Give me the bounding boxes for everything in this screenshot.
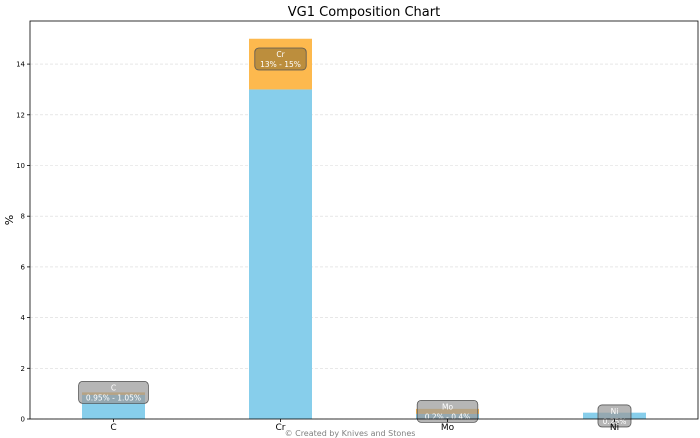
y-tick-label: 8 bbox=[21, 213, 25, 221]
x-tick-label: Mo bbox=[441, 423, 455, 433]
annotation-box bbox=[597, 404, 632, 428]
y-axis-label: % bbox=[3, 215, 16, 225]
chart-title: VG1 Composition Chart bbox=[288, 5, 440, 20]
y-tick-label: 4 bbox=[21, 314, 26, 322]
plot-frame bbox=[29, 20, 699, 420]
x-axis: C Cr Mo Ni bbox=[110, 419, 619, 433]
annotation-range: 0.95% - 1.05% bbox=[86, 393, 141, 402]
annotation-element: Ni bbox=[611, 407, 619, 416]
grid-lines bbox=[30, 63, 698, 420]
annotation-range: 0.2% - 0.4% bbox=[425, 412, 471, 421]
bar-segment bbox=[249, 89, 312, 419]
credit-text: © Created by Knives and Stones bbox=[285, 429, 416, 438]
y-tick-label: 2 bbox=[21, 365, 25, 373]
annotation-element: Mo bbox=[442, 402, 453, 411]
x-tick-label: Ni bbox=[610, 423, 619, 433]
y-axis: 0 2 4 6 8 10 12 14 bbox=[16, 61, 30, 424]
x-tick-label: Cr bbox=[276, 423, 286, 433]
y-tick-label: 0 bbox=[21, 416, 25, 424]
annotation-box bbox=[416, 399, 479, 423]
x-tick-label: C bbox=[110, 423, 116, 433]
y-tick-label: 14 bbox=[16, 61, 25, 69]
y-tick-label: 10 bbox=[16, 162, 25, 170]
y-tick-label: 6 bbox=[21, 263, 26, 271]
annotation-element: Cr bbox=[276, 50, 285, 59]
annotation-box bbox=[254, 47, 307, 71]
annotation-box bbox=[78, 380, 149, 404]
annotation-range: 13% - 15% bbox=[260, 60, 301, 69]
bars bbox=[82, 38, 646, 419]
annotation-element: C bbox=[111, 383, 116, 392]
y-tick-label: 12 bbox=[16, 111, 25, 119]
